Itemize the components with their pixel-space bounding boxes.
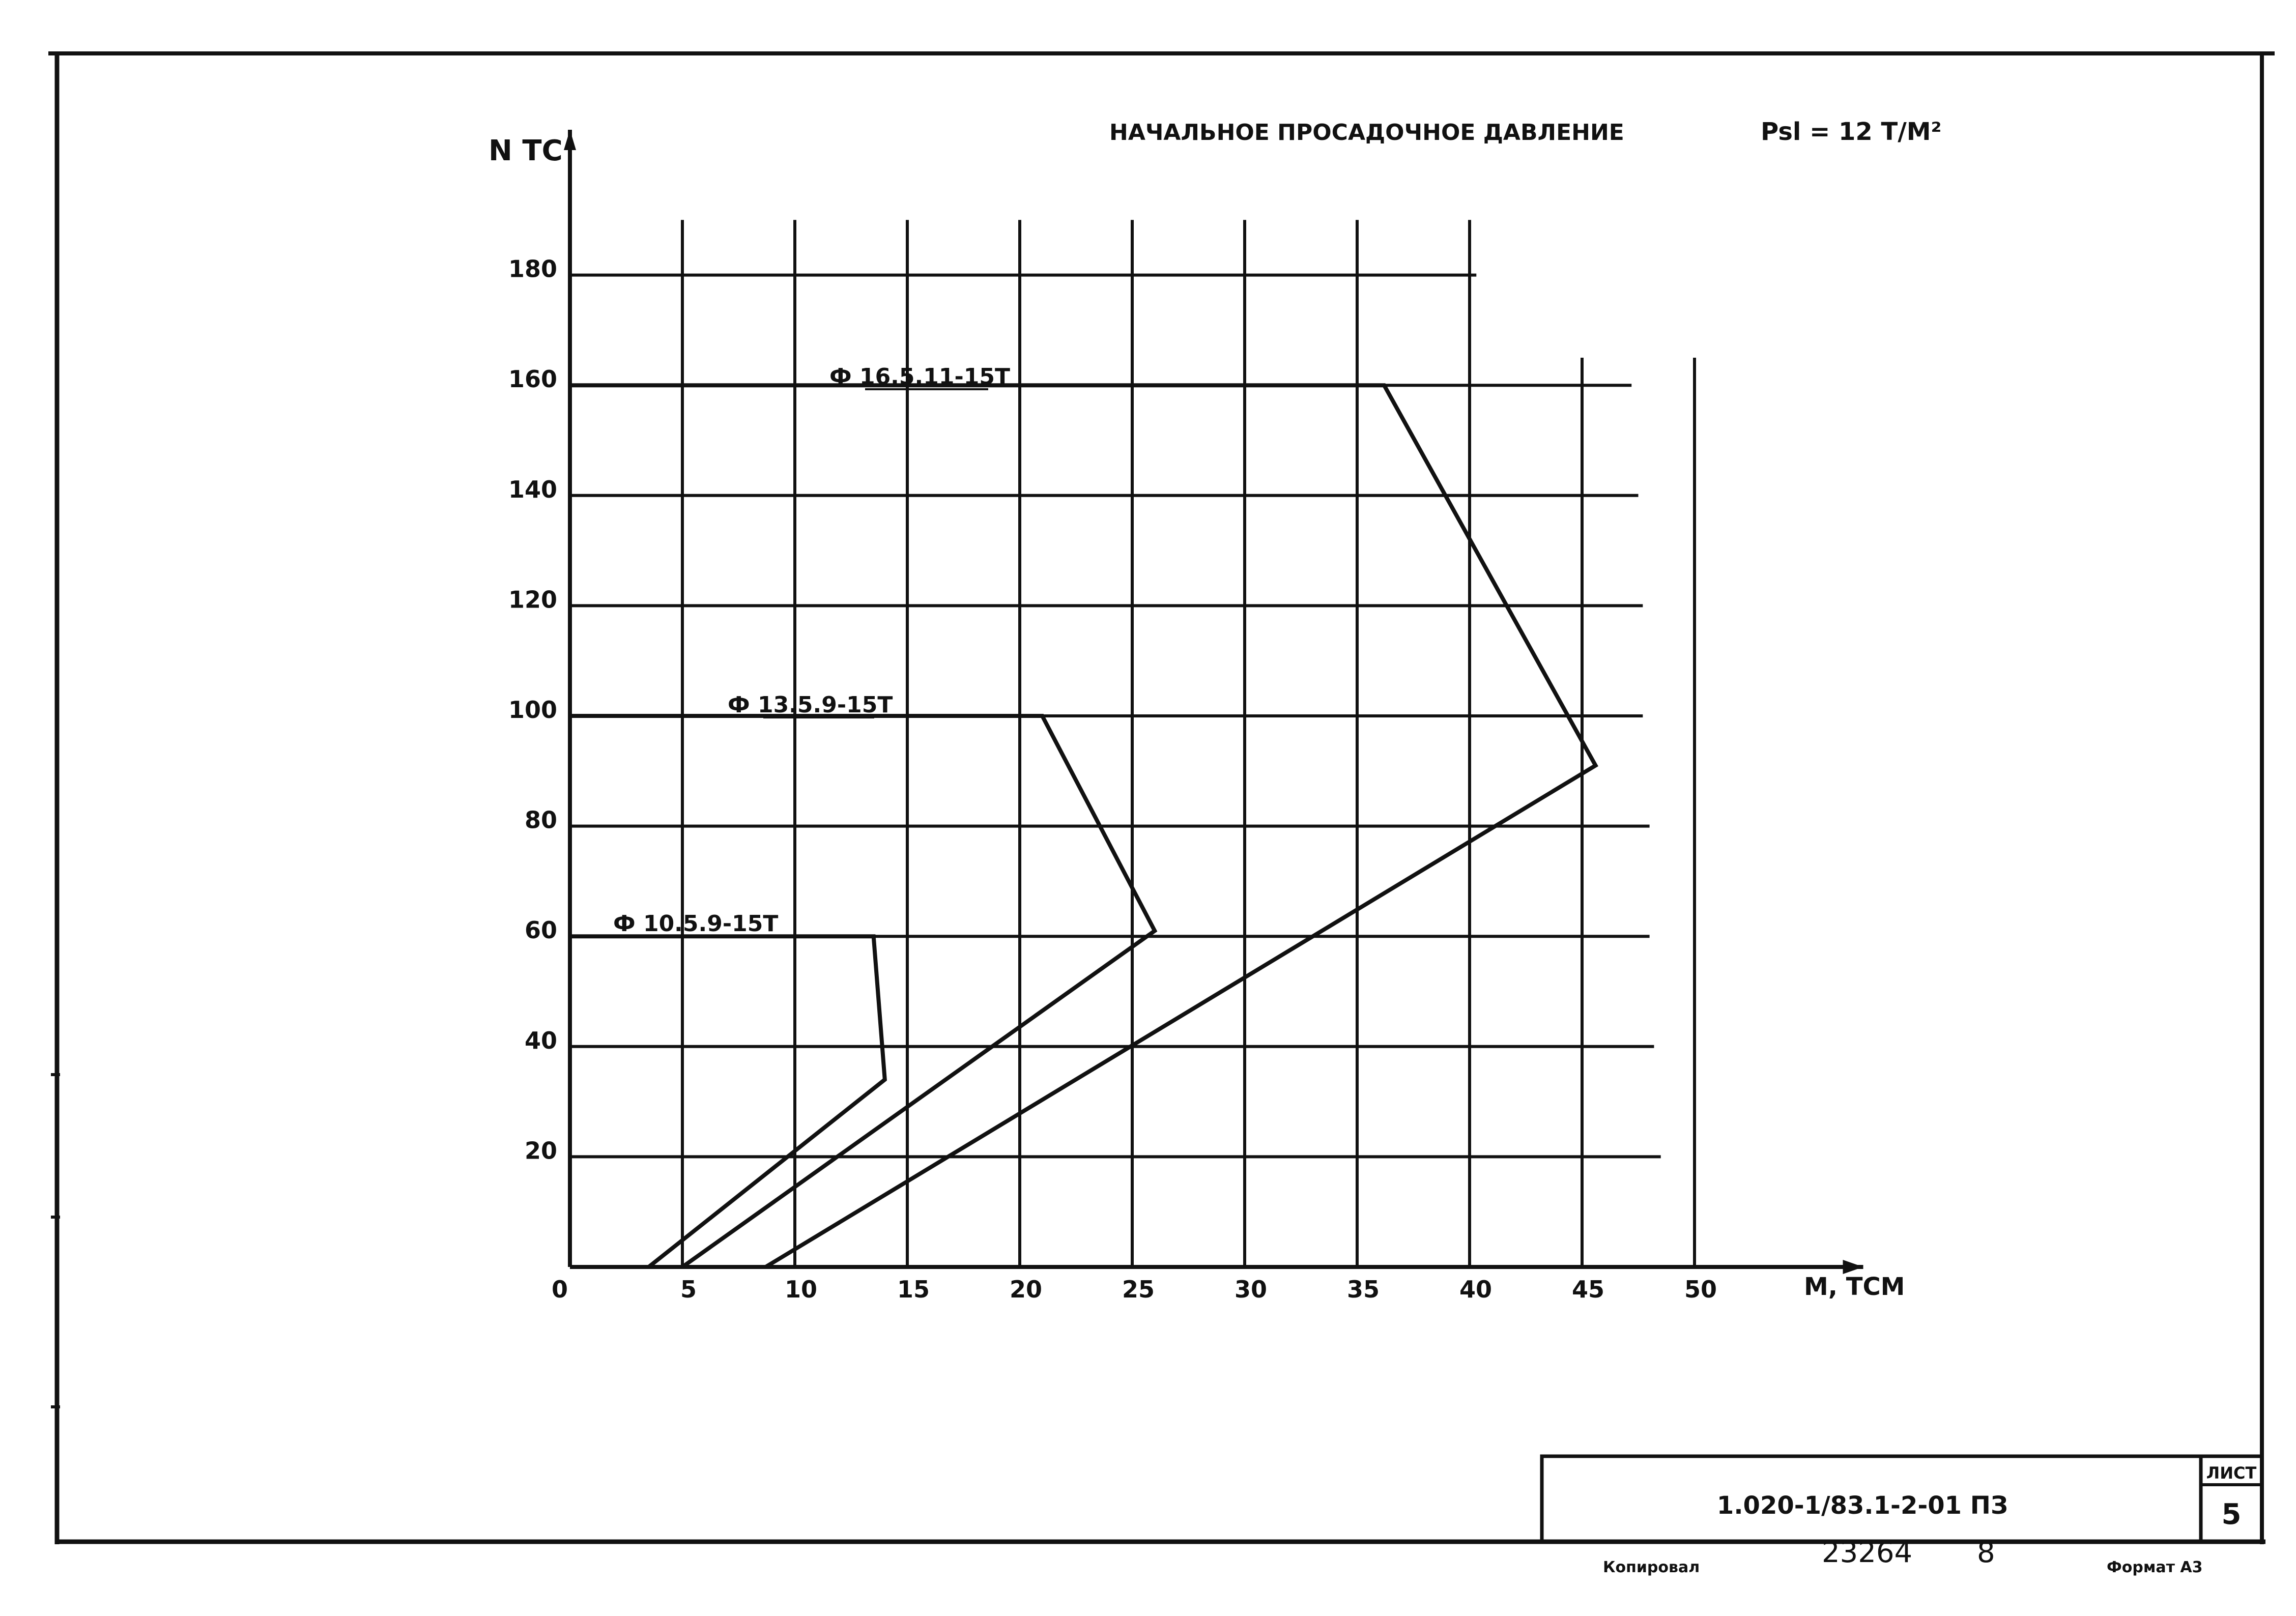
x-tick-label: 30 [1235, 1276, 1267, 1303]
title-block [1540, 1454, 2264, 1544]
chart-title-formula: Psl = 12 Т/М² [1761, 118, 1942, 146]
title-block-frame [1540, 1454, 2264, 1544]
sheet-frame [48, 51, 2275, 1544]
inventory-number: 23264 [1822, 1536, 1912, 1569]
series-line [570, 383, 1598, 1269]
series-line [570, 934, 887, 1269]
y-tick-label: 160 [508, 365, 557, 393]
x-axis-label: М, ТСМ [1804, 1273, 1905, 1301]
y-tick-label: 40 [525, 1027, 557, 1054]
x-tick-label: 40 [1459, 1276, 1492, 1303]
x-tick-label: 50 [1684, 1276, 1717, 1303]
x-tick-label: 5 [680, 1276, 697, 1303]
x-tick-label: 15 [897, 1276, 930, 1303]
series-label: Ф 13.5.9-15Т [728, 692, 893, 718]
inventory-extra: 8 [1977, 1536, 1995, 1569]
format-label: Формат А3 [2107, 1559, 2203, 1576]
sheet-label: ЛИСТ [2206, 1463, 2257, 1483]
y-tick-label: 140 [508, 476, 557, 503]
y-tick-label: 60 [525, 916, 557, 944]
x-tick-label: 10 [785, 1276, 817, 1303]
series-line [570, 714, 1158, 1269]
y-tick-label: 100 [508, 696, 557, 724]
series-label: Ф 16.5.11-15Т [829, 364, 1010, 390]
x-tick-label: 35 [1347, 1276, 1380, 1303]
chart-plot [564, 130, 1863, 1274]
sheet-number: 5 [2222, 1498, 2242, 1531]
y-tick-label: 180 [508, 255, 557, 283]
y-tick-label: 120 [508, 586, 557, 613]
x-tick-label: 0 [552, 1276, 568, 1303]
x-tick-labels: 0 5 10 15 20 25 30 35 40 45 50 [552, 1276, 1717, 1303]
series-label: Ф 10.5.9-15Т [613, 911, 778, 937]
x-tick-label: 45 [1572, 1276, 1604, 1303]
y-axis-label: N ТС [489, 134, 563, 167]
y-axis-arrow [564, 130, 576, 150]
chart-title: НАЧАЛЬНОЕ ПРОСАДОЧНОЕ ДАВЛЕНИЕ [1109, 120, 1624, 146]
x-tick-label: 25 [1122, 1276, 1155, 1303]
x-axis-arrow [1843, 1260, 1863, 1274]
copied-label: Копировал [1603, 1559, 1700, 1576]
document-code: 1.020-1/83.1-2-01 ПЗ [1717, 1491, 2008, 1520]
y-tick-label: 80 [525, 806, 557, 834]
y-tick-label: 20 [525, 1137, 557, 1164]
x-tick-label: 20 [1010, 1276, 1042, 1303]
series-labels: Ф 16.5.11-15Т Ф 13.5.9-15Т Ф 10.5.9-15Т [613, 364, 1010, 937]
y-tick-labels: 20 40 60 80 100 120 140 160 180 [508, 255, 557, 1165]
